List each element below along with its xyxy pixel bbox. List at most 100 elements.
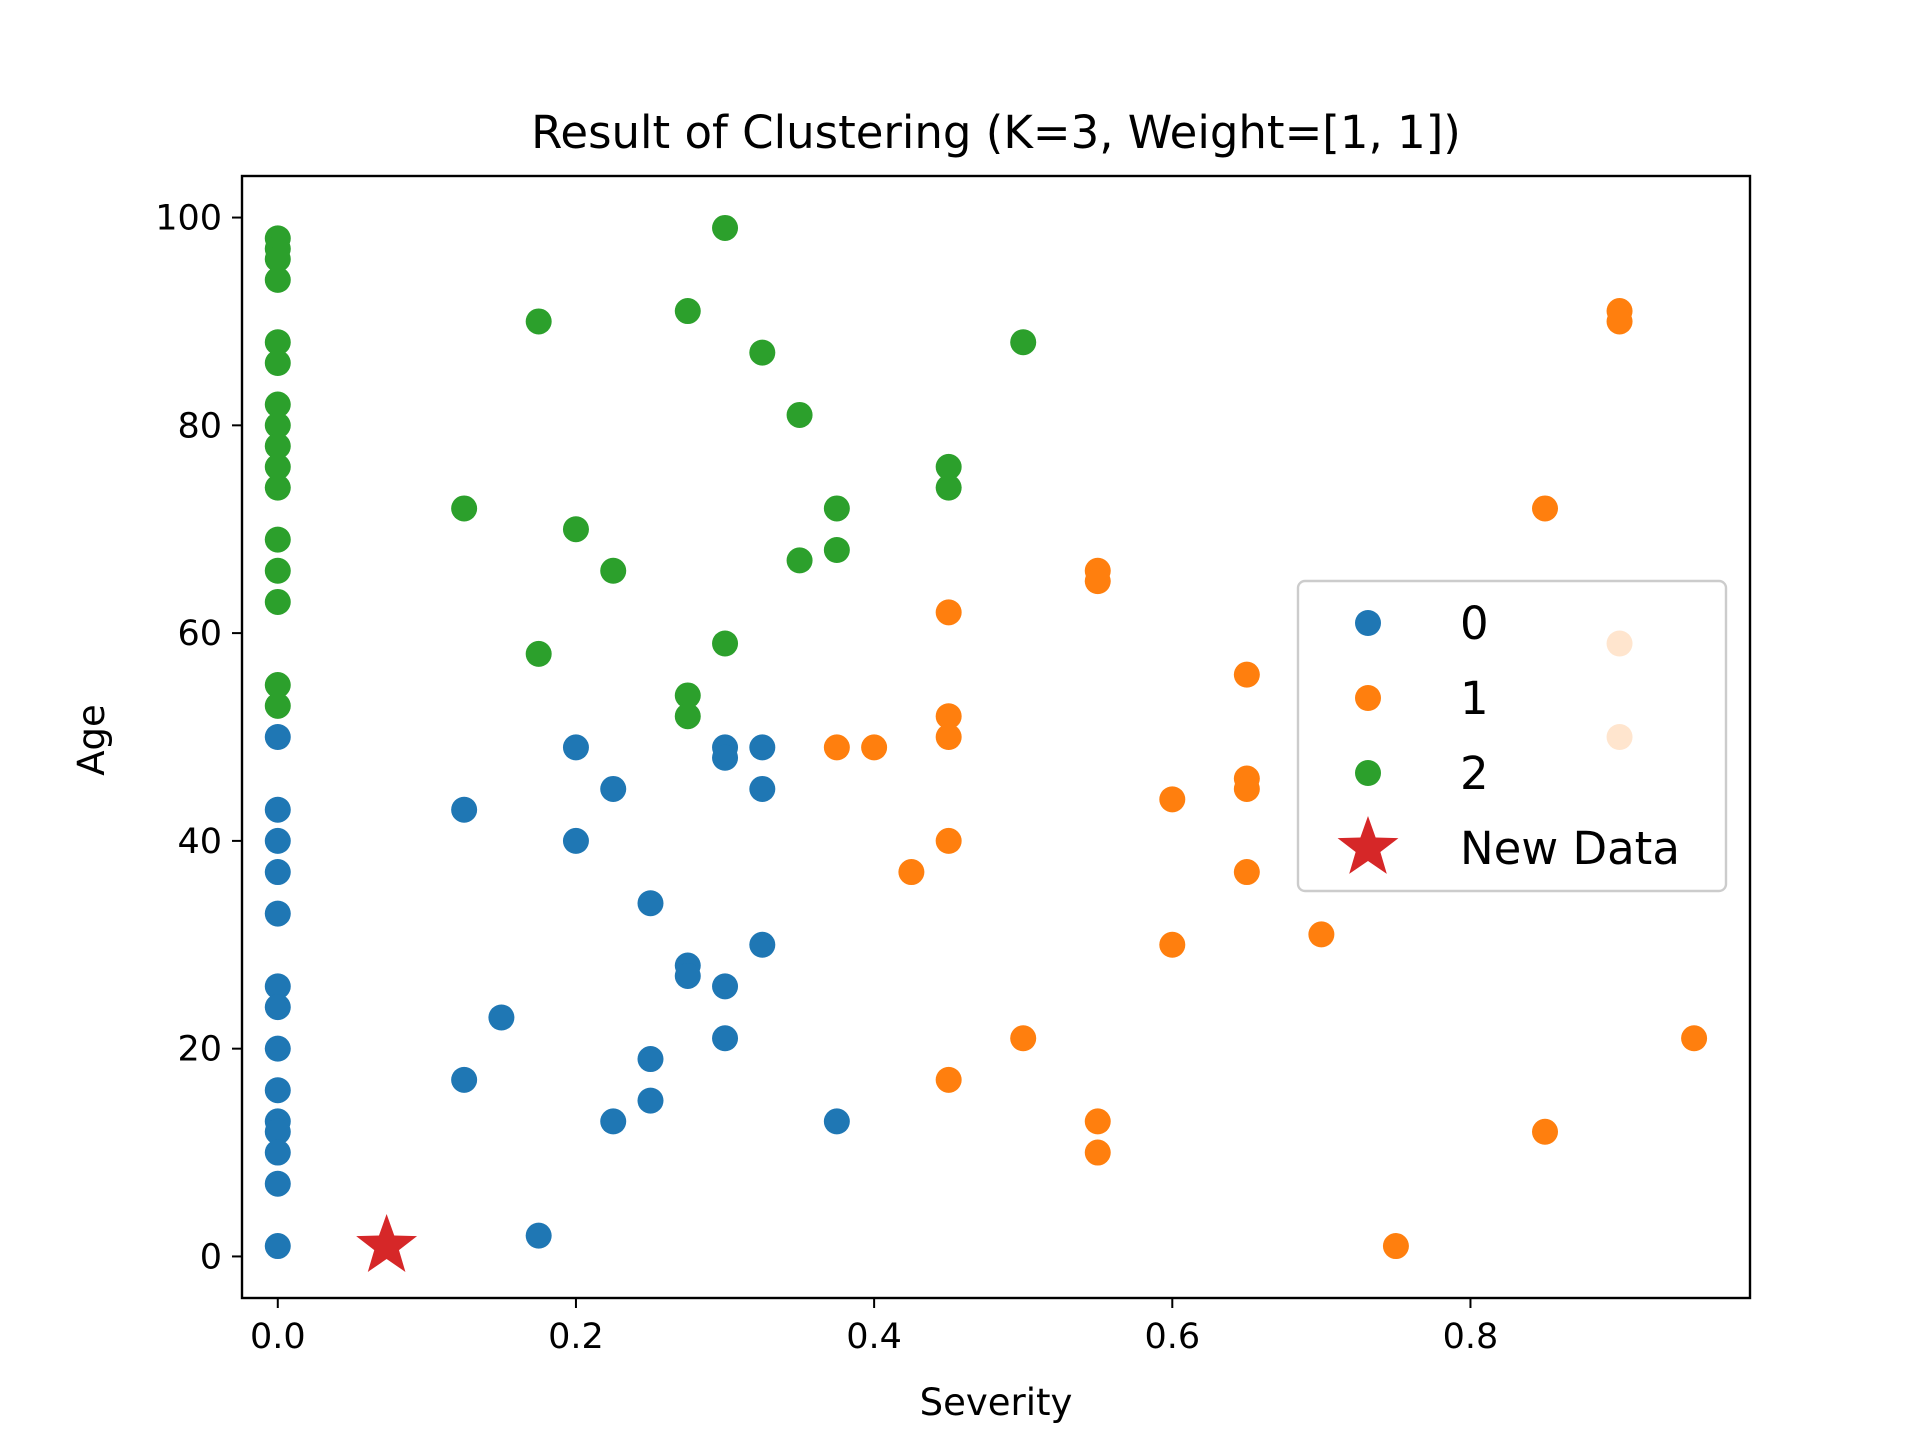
scatter-point-cluster-2 — [264, 474, 291, 501]
scatter-point-cluster-0 — [264, 796, 291, 823]
scatter-point-cluster-0 — [264, 1035, 291, 1062]
legend-marker-cluster-1 — [1355, 685, 1381, 711]
scatter-point-cluster-1 — [935, 827, 962, 854]
x-tick-label: 0.2 — [548, 1317, 604, 1357]
scatter-point-cluster-1 — [1233, 661, 1260, 688]
y-tick-label: 0 — [200, 1237, 222, 1277]
scatter-point-cluster-2 — [935, 453, 962, 480]
legend-label: 0 — [1460, 597, 1489, 650]
scatter-point-cluster-0 — [562, 827, 589, 854]
scatter-point-cluster-2 — [264, 588, 291, 615]
scatter-point-cluster-0 — [264, 1139, 291, 1166]
scatter-point-cluster-1 — [898, 859, 925, 886]
scatter-point-cluster-2 — [749, 339, 776, 366]
scatter-point-cluster-1 — [861, 734, 888, 761]
scatter-point-cluster-1 — [935, 703, 962, 730]
x-tick-label: 0.0 — [250, 1317, 306, 1357]
scatter-point-cluster-0 — [264, 1118, 291, 1145]
scatter-point-cluster-0 — [712, 973, 739, 1000]
scatter-point-cluster-2 — [823, 537, 850, 563]
scatter-point-cluster-2 — [264, 692, 291, 719]
scatter-point-cluster-0 — [264, 1170, 291, 1197]
scatter-point-cluster-0 — [674, 962, 701, 989]
scatter-point-cluster-0 — [749, 734, 776, 761]
scatter-point-cluster-2 — [786, 401, 813, 428]
scatter-point-cluster-1 — [1532, 495, 1559, 522]
y-axis-label: Age — [70, 704, 113, 776]
plot-area — [264, 214, 1708, 1272]
scatter-point-cluster-1 — [1233, 775, 1260, 802]
scatter-point-cluster-0 — [525, 1222, 552, 1249]
scatter-point-cluster-0 — [264, 827, 291, 854]
scatter-point-cluster-2 — [451, 495, 478, 522]
scatter-point-cluster-1 — [1382, 1233, 1409, 1260]
scatter-point-cluster-2 — [264, 526, 291, 553]
scatter-point-cluster-0 — [264, 859, 291, 886]
scatter-point-cluster-2 — [525, 308, 552, 335]
legend-marker-cluster-2 — [1355, 760, 1381, 786]
scatter-point-cluster-0 — [264, 1233, 291, 1260]
scatter-point-cluster-1 — [1233, 859, 1260, 886]
scatter-point-cluster-1 — [935, 724, 962, 750]
legend-marker-new-data — [1337, 816, 1399, 874]
scatter-point-cluster-1 — [1606, 308, 1633, 335]
scatter-point-cluster-0 — [600, 1108, 627, 1135]
scatter-point-cluster-0 — [637, 1046, 664, 1073]
scatter-point-cluster-2 — [264, 350, 291, 376]
scatter-point-cluster-1 — [935, 599, 962, 626]
chart-title: Result of Clustering (K=3, Weight=[1, 1]… — [531, 106, 1461, 159]
y-tick-label: 60 — [177, 614, 222, 654]
scatter-point-cluster-1 — [1084, 568, 1111, 595]
scatter-point-cluster-1 — [823, 734, 850, 761]
scatter-point-cluster-2 — [264, 412, 291, 439]
scatter-point-cluster-2 — [935, 474, 962, 501]
scatter-point-cluster-2 — [600, 557, 627, 584]
legend-label: 1 — [1460, 672, 1489, 725]
scatter-point-cluster-0 — [264, 994, 291, 1021]
y-tick-label: 100 — [155, 199, 222, 239]
scatter-point-cluster-0 — [451, 1066, 478, 1093]
scatter-point-cluster-0 — [488, 1004, 515, 1031]
scatter-point-cluster-1 — [1084, 1139, 1111, 1166]
x-tick-label: 0.8 — [1443, 1317, 1499, 1357]
scatter-point-cluster-2 — [1010, 329, 1037, 356]
legend-box — [1296, 579, 1728, 893]
scatter-point-cluster-2 — [264, 246, 291, 273]
x-tick-label: 0.6 — [1144, 1317, 1200, 1357]
y-tick-label: 40 — [177, 822, 222, 862]
scatter-point-cluster-1 — [1532, 1118, 1559, 1145]
scatter-point-cluster-0 — [749, 931, 776, 958]
new-data-star-point — [356, 1214, 418, 1272]
x-tick-label: 0.4 — [846, 1317, 902, 1357]
scatter-point-cluster-2 — [786, 547, 813, 574]
scatter-point-cluster-1 — [1084, 1108, 1111, 1135]
scatter-point-cluster-0 — [637, 1087, 664, 1114]
scatter-point-cluster-0 — [264, 973, 291, 1000]
scatter-point-cluster-0 — [264, 900, 291, 927]
scatter-point-cluster-2 — [712, 630, 739, 657]
x-axis-label: Severity — [920, 1381, 1073, 1424]
scatter-point-cluster-2 — [264, 329, 291, 356]
axes-frame — [240, 174, 1752, 1300]
scatter-point-cluster-2 — [264, 433, 291, 460]
legend-label: New Data — [1460, 822, 1680, 875]
scatter-point-cluster-2 — [264, 266, 291, 293]
scatter-point-cluster-2 — [264, 453, 291, 480]
y-tick-label: 20 — [177, 1030, 222, 1070]
scatter-point-cluster-1 — [1159, 786, 1186, 813]
scatter-point-cluster-0 — [264, 1077, 291, 1104]
legend-marker-cluster-0 — [1355, 610, 1381, 636]
scatter-point-cluster-0 — [637, 890, 664, 917]
scatter-point-cluster-0 — [712, 744, 739, 771]
scatter-point-cluster-0 — [749, 775, 776, 802]
scatter-point-cluster-0 — [712, 1025, 739, 1052]
scatter-point-cluster-0 — [600, 775, 627, 802]
scatter-point-cluster-0 — [823, 1108, 850, 1135]
scatter-point-cluster-2 — [823, 495, 850, 522]
scatter-point-cluster-2 — [674, 298, 701, 325]
scatter-point-cluster-2 — [264, 672, 291, 699]
scatter-point-cluster-2 — [264, 557, 291, 584]
scatter-point-cluster-2 — [264, 391, 291, 418]
legend-label: 2 — [1460, 747, 1489, 800]
